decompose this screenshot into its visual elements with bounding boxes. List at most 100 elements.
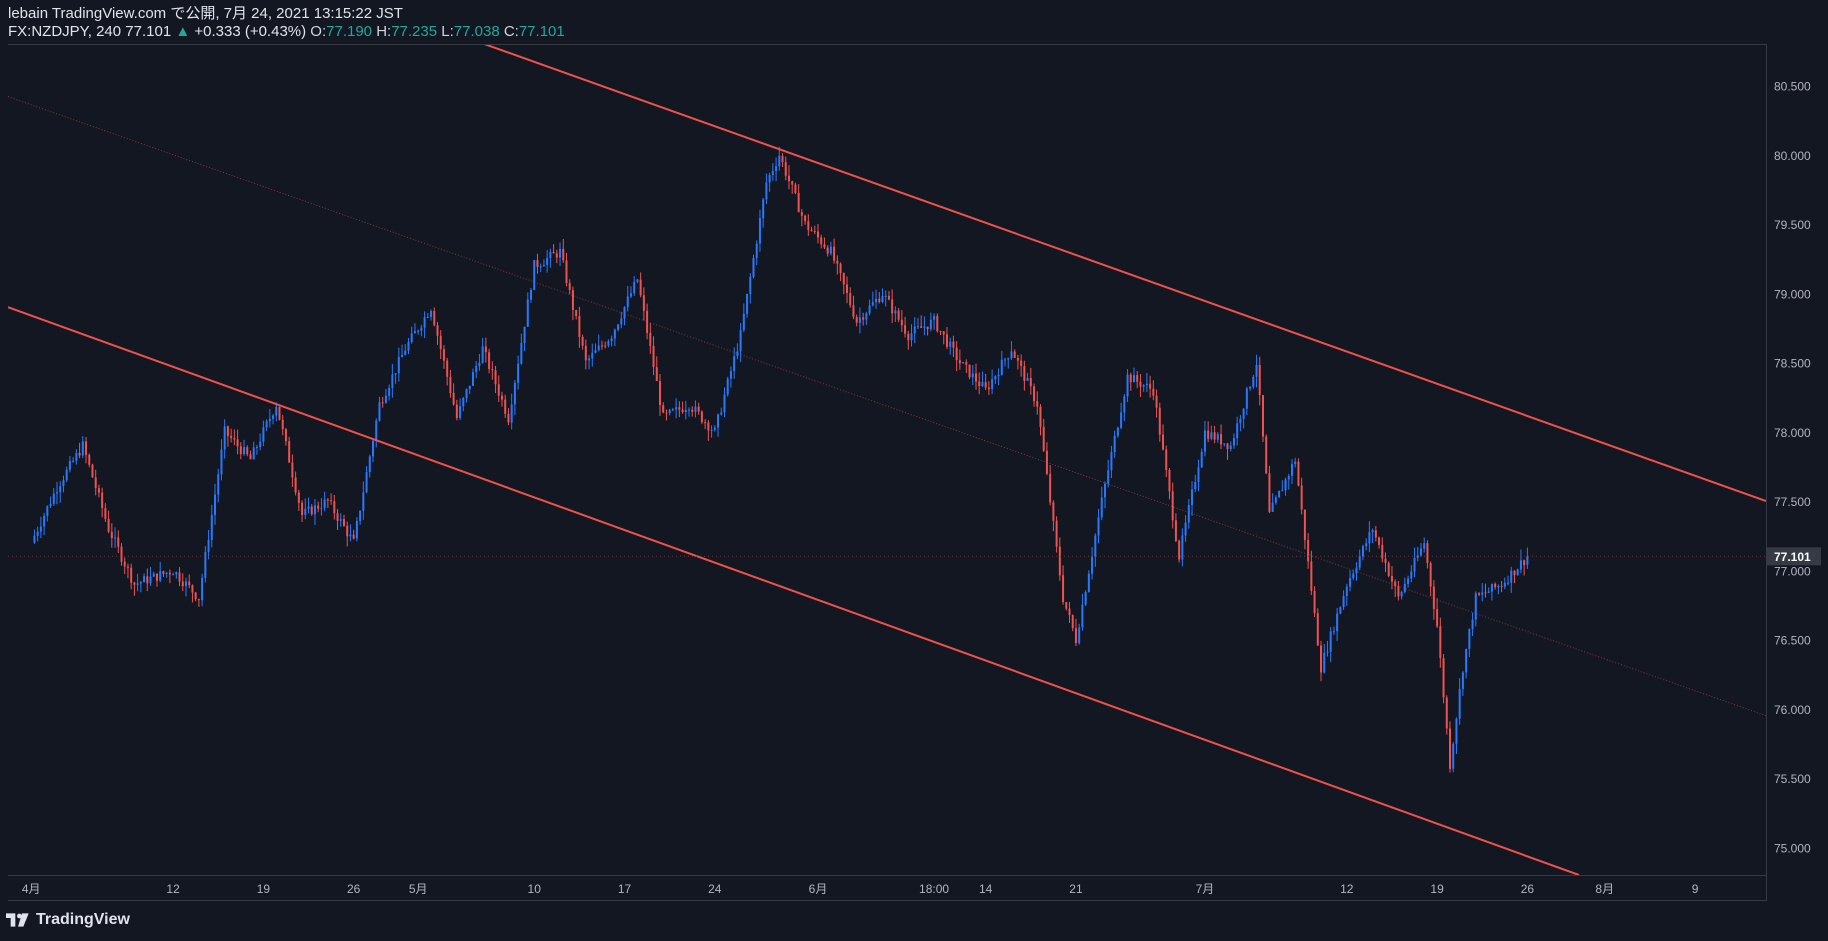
tradingview-logo-icon	[6, 913, 29, 927]
candle-body	[494, 370, 497, 385]
candle-body	[130, 567, 133, 583]
candle-body	[1523, 560, 1526, 565]
candle-body	[981, 382, 984, 386]
candle-body	[342, 519, 345, 526]
candle-body	[449, 376, 452, 393]
candle-body	[75, 453, 78, 461]
candle-body	[1516, 569, 1519, 576]
candle-body	[607, 341, 610, 346]
tradingview-logo[interactable]: TradingView	[6, 911, 130, 929]
candle-body	[762, 199, 765, 219]
channel-lines[interactable]	[8, 20, 1766, 875]
channel-upper-line[interactable]	[418, 20, 1766, 502]
candle-body	[1368, 532, 1371, 544]
candle-body	[1020, 360, 1023, 367]
candle-body	[1062, 575, 1065, 603]
candle-body	[346, 525, 349, 537]
candle-body	[1313, 590, 1316, 614]
price-axis-ticks: 80.500 80.000 79.500 79.000 78.500 78.000 77.5…	[1774, 80, 1811, 856]
candle-body	[707, 422, 710, 431]
candle-body	[259, 441, 262, 447]
candle-body	[662, 405, 665, 413]
candle-body	[310, 506, 313, 515]
candle-body	[442, 349, 445, 361]
candle-body	[278, 406, 281, 420]
candle-body	[368, 456, 371, 473]
candle-body	[955, 347, 958, 361]
candle-body	[610, 338, 613, 342]
candle-body	[46, 506, 49, 516]
candle-body	[326, 499, 329, 501]
candle-body	[146, 576, 149, 584]
candle-body	[1081, 604, 1084, 628]
time-tick-label: 8月	[1595, 882, 1614, 896]
candle-body	[881, 295, 884, 302]
candle-body	[1345, 586, 1348, 596]
candle-body	[1110, 452, 1113, 471]
candle-body	[497, 384, 500, 396]
candle-body	[571, 290, 574, 310]
candles	[33, 146, 1529, 773]
candle-body	[230, 435, 233, 439]
candle-body	[1181, 535, 1184, 560]
candle-body	[1232, 438, 1235, 446]
candle-body	[194, 592, 197, 600]
candle-body	[1126, 374, 1129, 397]
candle-body	[1065, 602, 1068, 609]
candle-body	[420, 327, 423, 331]
candle-body	[165, 572, 168, 574]
channel-lower-line[interactable]	[8, 306, 1580, 875]
candle-body	[149, 576, 152, 584]
candle-body	[833, 246, 836, 261]
candle-body	[268, 418, 271, 422]
candle-body	[1468, 629, 1471, 649]
high-label: H:	[376, 23, 392, 40]
candle-body	[1281, 490, 1284, 492]
time-tick-label: 26	[347, 882, 361, 896]
price-tick-label: 75.500	[1774, 772, 1811, 786]
candle-body	[1107, 470, 1110, 484]
time-tick-label: 4月	[22, 882, 41, 896]
candle-body	[388, 387, 391, 396]
candle-body	[746, 293, 749, 314]
candle-body	[139, 582, 142, 584]
candle-body	[1123, 396, 1126, 413]
candle-body	[1513, 570, 1516, 576]
candle-body	[688, 409, 691, 411]
candle-body	[894, 310, 897, 314]
candle-body	[1026, 377, 1029, 381]
candle-body	[846, 284, 849, 294]
candle-body	[945, 334, 948, 347]
candle-body	[1429, 563, 1432, 587]
candle-body	[713, 427, 716, 430]
candle-body	[320, 508, 323, 510]
candle-body	[249, 454, 252, 460]
time-tick-label: 21	[1069, 882, 1083, 896]
candle-body	[1400, 591, 1403, 597]
candle-body	[491, 369, 494, 371]
candle-body	[226, 426, 229, 436]
candle-body	[397, 357, 400, 374]
candle-body	[172, 574, 175, 576]
candle-body	[436, 325, 439, 336]
candle-body	[1303, 509, 1306, 541]
candle-body	[942, 331, 945, 335]
candle-body	[1207, 430, 1210, 439]
candle-body	[646, 310, 649, 333]
candle-body	[984, 382, 987, 388]
candle-body	[201, 577, 204, 601]
candle-body	[430, 311, 433, 317]
candle-body	[816, 231, 819, 238]
price-axis-border	[1766, 44, 1767, 901]
candle-body	[1113, 435, 1116, 453]
candle-body	[1136, 375, 1139, 382]
candle-body	[636, 279, 639, 282]
candle-body	[775, 166, 778, 171]
candle-body	[239, 446, 242, 455]
candle-body	[252, 447, 255, 460]
open-label: O:	[310, 23, 327, 40]
candle-body	[372, 440, 375, 457]
candle-body	[1158, 407, 1161, 435]
candle-body	[375, 420, 378, 441]
